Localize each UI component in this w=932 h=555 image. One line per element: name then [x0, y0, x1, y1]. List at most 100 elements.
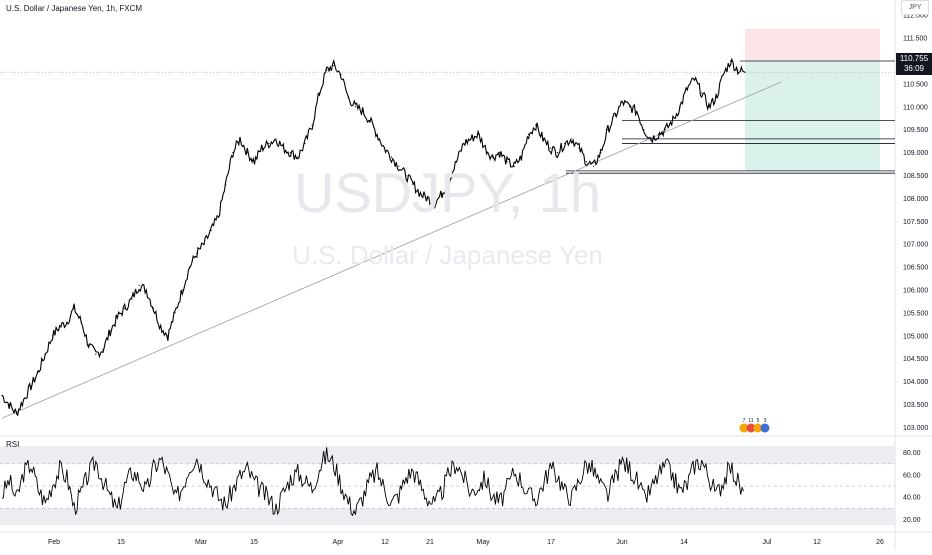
price-point: [210, 229, 212, 232]
time-tick-label: Feb: [48, 539, 60, 546]
price-point: [51, 335, 54, 337]
price-tick-label: 110.500: [903, 81, 928, 88]
price-point: [527, 133, 530, 135]
price-point: [556, 151, 559, 154]
time-tick-label: 17: [547, 539, 555, 546]
price-point: [225, 184, 227, 186]
price-point: [650, 138, 652, 140]
price-point: [246, 151, 248, 154]
rsi-tick-label: 80.00: [903, 450, 921, 457]
last-price-badge: 110.755 36:09: [896, 53, 932, 75]
price-point: [145, 289, 147, 291]
price-point: [506, 161, 508, 163]
time-tick-label: 21: [426, 539, 434, 546]
price-tick-label: 110.000: [903, 104, 928, 111]
price-point: [152, 307, 155, 309]
price-point: [607, 129, 609, 131]
price-point: [15, 413, 18, 415]
last-price-value: 110.755: [899, 54, 929, 63]
price-tick-label: 106.000: [903, 288, 928, 295]
price-point: [59, 326, 61, 328]
price-point: [239, 138, 241, 140]
rsi-tick-label: 20.00: [903, 517, 921, 524]
rsi-tick-label: 40.00: [903, 495, 921, 502]
price-point: [138, 284, 140, 287]
price-point: [470, 138, 472, 140]
currency-label[interactable]: JPY: [901, 0, 929, 15]
event-badge-icon[interactable]: [739, 423, 749, 433]
price-point: [679, 106, 681, 108]
price-point: [80, 321, 82, 323]
price-tick-label: 107.500: [903, 219, 928, 226]
price-point: [44, 353, 46, 355]
price-point: [311, 124, 313, 126]
price-point: [188, 266, 191, 268]
price-point: [203, 243, 205, 245]
price-point: [282, 147, 284, 149]
price-point: [109, 330, 111, 332]
price-tick-label: 107.000: [903, 242, 928, 249]
price-point: [665, 129, 667, 131]
event-badge-count: 3: [764, 418, 767, 424]
price-tick-label: 108.500: [903, 173, 928, 180]
price-point: [419, 193, 421, 195]
price-point: [275, 138, 277, 140]
price-point: [448, 179, 450, 181]
event-badge-icon[interactable]: [753, 423, 763, 433]
price-point: [571, 138, 573, 140]
price-point: [116, 316, 119, 319]
price-point: [30, 385, 32, 387]
price-point: [1, 394, 3, 396]
price-point: [37, 371, 39, 374]
price-point: [87, 344, 90, 346]
price-point: [326, 69, 328, 71]
price-point: [23, 399, 25, 401]
economic-events-icon[interactable]: 7 11 5 3: [738, 418, 776, 433]
event-badge-icon[interactable]: [746, 423, 756, 433]
time-tick-label: 12: [381, 539, 389, 546]
price-point: [390, 156, 393, 158]
price-point: [708, 106, 710, 108]
rsi-overbought-band: [0, 446, 895, 464]
price-tick-label: 109.500: [903, 127, 928, 134]
price-point: [369, 119, 371, 122]
price-point: [628, 106, 631, 108]
price-point: [268, 142, 270, 145]
price-point: [715, 97, 717, 99]
price-series-line: [1, 57, 746, 416]
price-point: [232, 151, 234, 154]
rsi-pane-title[interactable]: RSI: [6, 440, 20, 449]
bar-countdown: 36:09: [903, 64, 925, 73]
price-point: [160, 326, 162, 328]
price-point: [354, 106, 357, 108]
price-point: [701, 92, 703, 94]
price-tick-label: 106.500: [903, 265, 928, 272]
rsi-oversold-band: [0, 508, 895, 525]
price-point: [729, 60, 732, 62]
trendline: [1, 81, 782, 419]
price-tick-label: 111.500: [903, 36, 927, 43]
price-point: [693, 78, 696, 80]
time-tick-label: 15: [250, 539, 258, 546]
price-point: [427, 197, 429, 199]
symbol-watermark: USDJPY, 1h: [293, 161, 602, 224]
price-point: [737, 69, 739, 71]
time-tick-label: Jul: [763, 539, 772, 546]
symbol-title[interactable]: U.S. Dollar / Japanese Yen, 1h, FXCM: [6, 4, 143, 13]
price-point: [405, 174, 407, 177]
price-point: [297, 156, 299, 158]
price-point: [174, 312, 176, 314]
price-point: [621, 101, 623, 103]
price-point: [643, 129, 645, 131]
price-point: [95, 353, 97, 355]
price-point: [585, 161, 587, 163]
event-badge-icon[interactable]: [760, 423, 770, 433]
take-profit-zone: [745, 60, 880, 171]
price-point: [549, 147, 551, 149]
stop-loss-zone: [745, 28, 880, 61]
price-point: [499, 151, 501, 154]
time-tick-label: 14: [680, 539, 688, 546]
time-tick-label: May: [476, 539, 490, 546]
